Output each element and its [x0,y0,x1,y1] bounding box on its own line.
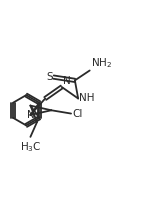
Text: S: S [46,72,53,82]
Text: N: N [63,76,70,86]
Text: Cl: Cl [72,109,82,119]
Text: H$_3$C: H$_3$C [20,140,41,154]
Text: N: N [27,110,35,120]
Text: NH: NH [79,93,94,104]
Text: NH$_2$: NH$_2$ [90,56,112,70]
